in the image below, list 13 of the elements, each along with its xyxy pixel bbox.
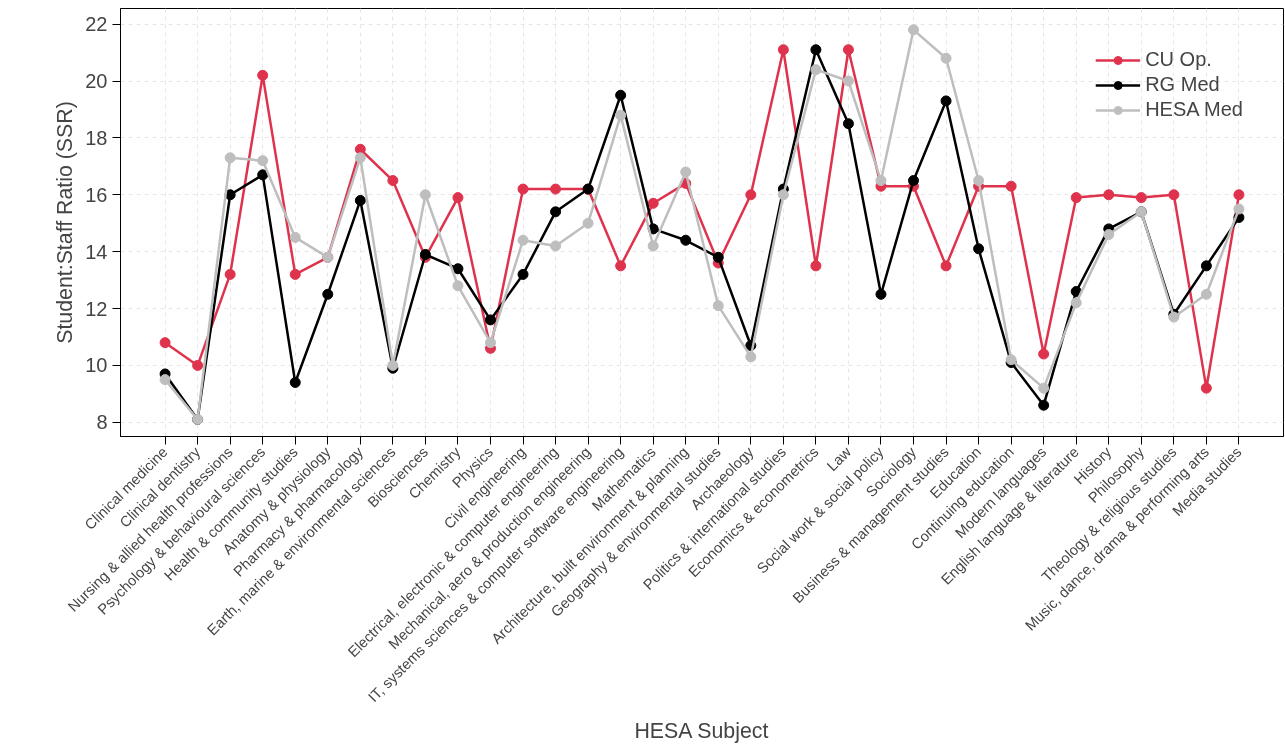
y-tick-label: 12	[85, 297, 108, 320]
legend-label: HESA Med	[1145, 98, 1243, 121]
y-tick-label: 14	[85, 240, 108, 263]
y-axis-title: Student:Staff Ratio (SSR)	[53, 101, 78, 344]
y-tick-label: 10	[85, 354, 108, 377]
legend-label: CU Op.	[1145, 48, 1212, 71]
x-axis-title: HESA Subject	[634, 718, 769, 743]
y-tick-label: 8	[96, 411, 108, 434]
legend-label: RG Med	[1145, 73, 1220, 96]
y-tick-label: 18	[85, 126, 108, 149]
y-tick-label: 22	[85, 13, 108, 36]
y-tick-label: 16	[85, 183, 108, 206]
y-tick-label: 20	[85, 70, 108, 93]
